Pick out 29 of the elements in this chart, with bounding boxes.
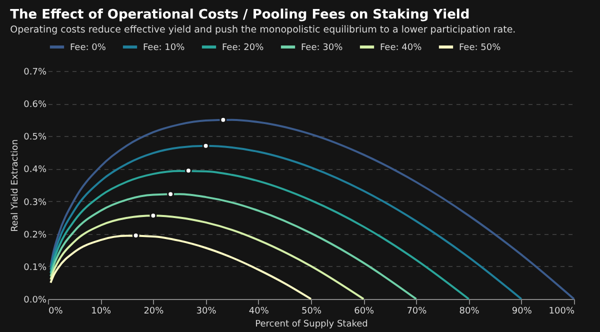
y-tick-label: 0.0% — [24, 296, 47, 306]
y-tick-label: 0.7% — [24, 68, 47, 78]
y-tick-label: 0.4% — [24, 165, 47, 176]
y-tick-label: 0.2% — [24, 230, 47, 240]
x-tick-label: 30% — [196, 306, 217, 316]
x-tick-label: 20% — [144, 306, 164, 316]
x-tick-label: 50% — [301, 306, 322, 316]
x-tick-label: 80% — [459, 306, 480, 316]
legend-label: Fee: 20% — [222, 43, 264, 53]
y-tick-label: 0.6% — [24, 100, 47, 110]
legend-label: Fee: 40% — [380, 43, 422, 53]
legend-label: Fee: 0% — [70, 43, 106, 53]
x-tick-label: 70% — [406, 306, 428, 316]
x-tick-label: 10% — [91, 306, 112, 316]
legend-label: Fee: 50% — [459, 43, 502, 53]
legend-label: Fee: 10% — [143, 43, 186, 53]
chart-subtitle: Operating costs reduce effective yield and push the monopolistic equilibrium to a lower participation rate. — [10, 24, 516, 36]
x-tick-label: 100% — [548, 306, 575, 316]
y-axis-title: Real Yield Extraction — [10, 139, 21, 232]
x-tick-label: 0% — [48, 306, 64, 316]
legend-label: Fee: 30% — [301, 43, 344, 53]
x-tick-label: 40% — [248, 306, 270, 316]
x-tick-label: 90% — [512, 306, 532, 316]
y-tick-label: 0.5% — [24, 132, 47, 143]
y-tick-label: 0.3% — [24, 198, 47, 208]
y-tick-label: 0.1% — [24, 262, 47, 273]
chart-title: The Effect of Operational Costs / Pooling Fees on Staking Yield — [10, 8, 470, 22]
x-axis-title: Percent of Supply Staked — [255, 320, 368, 330]
x-tick-label: 60% — [354, 306, 375, 316]
